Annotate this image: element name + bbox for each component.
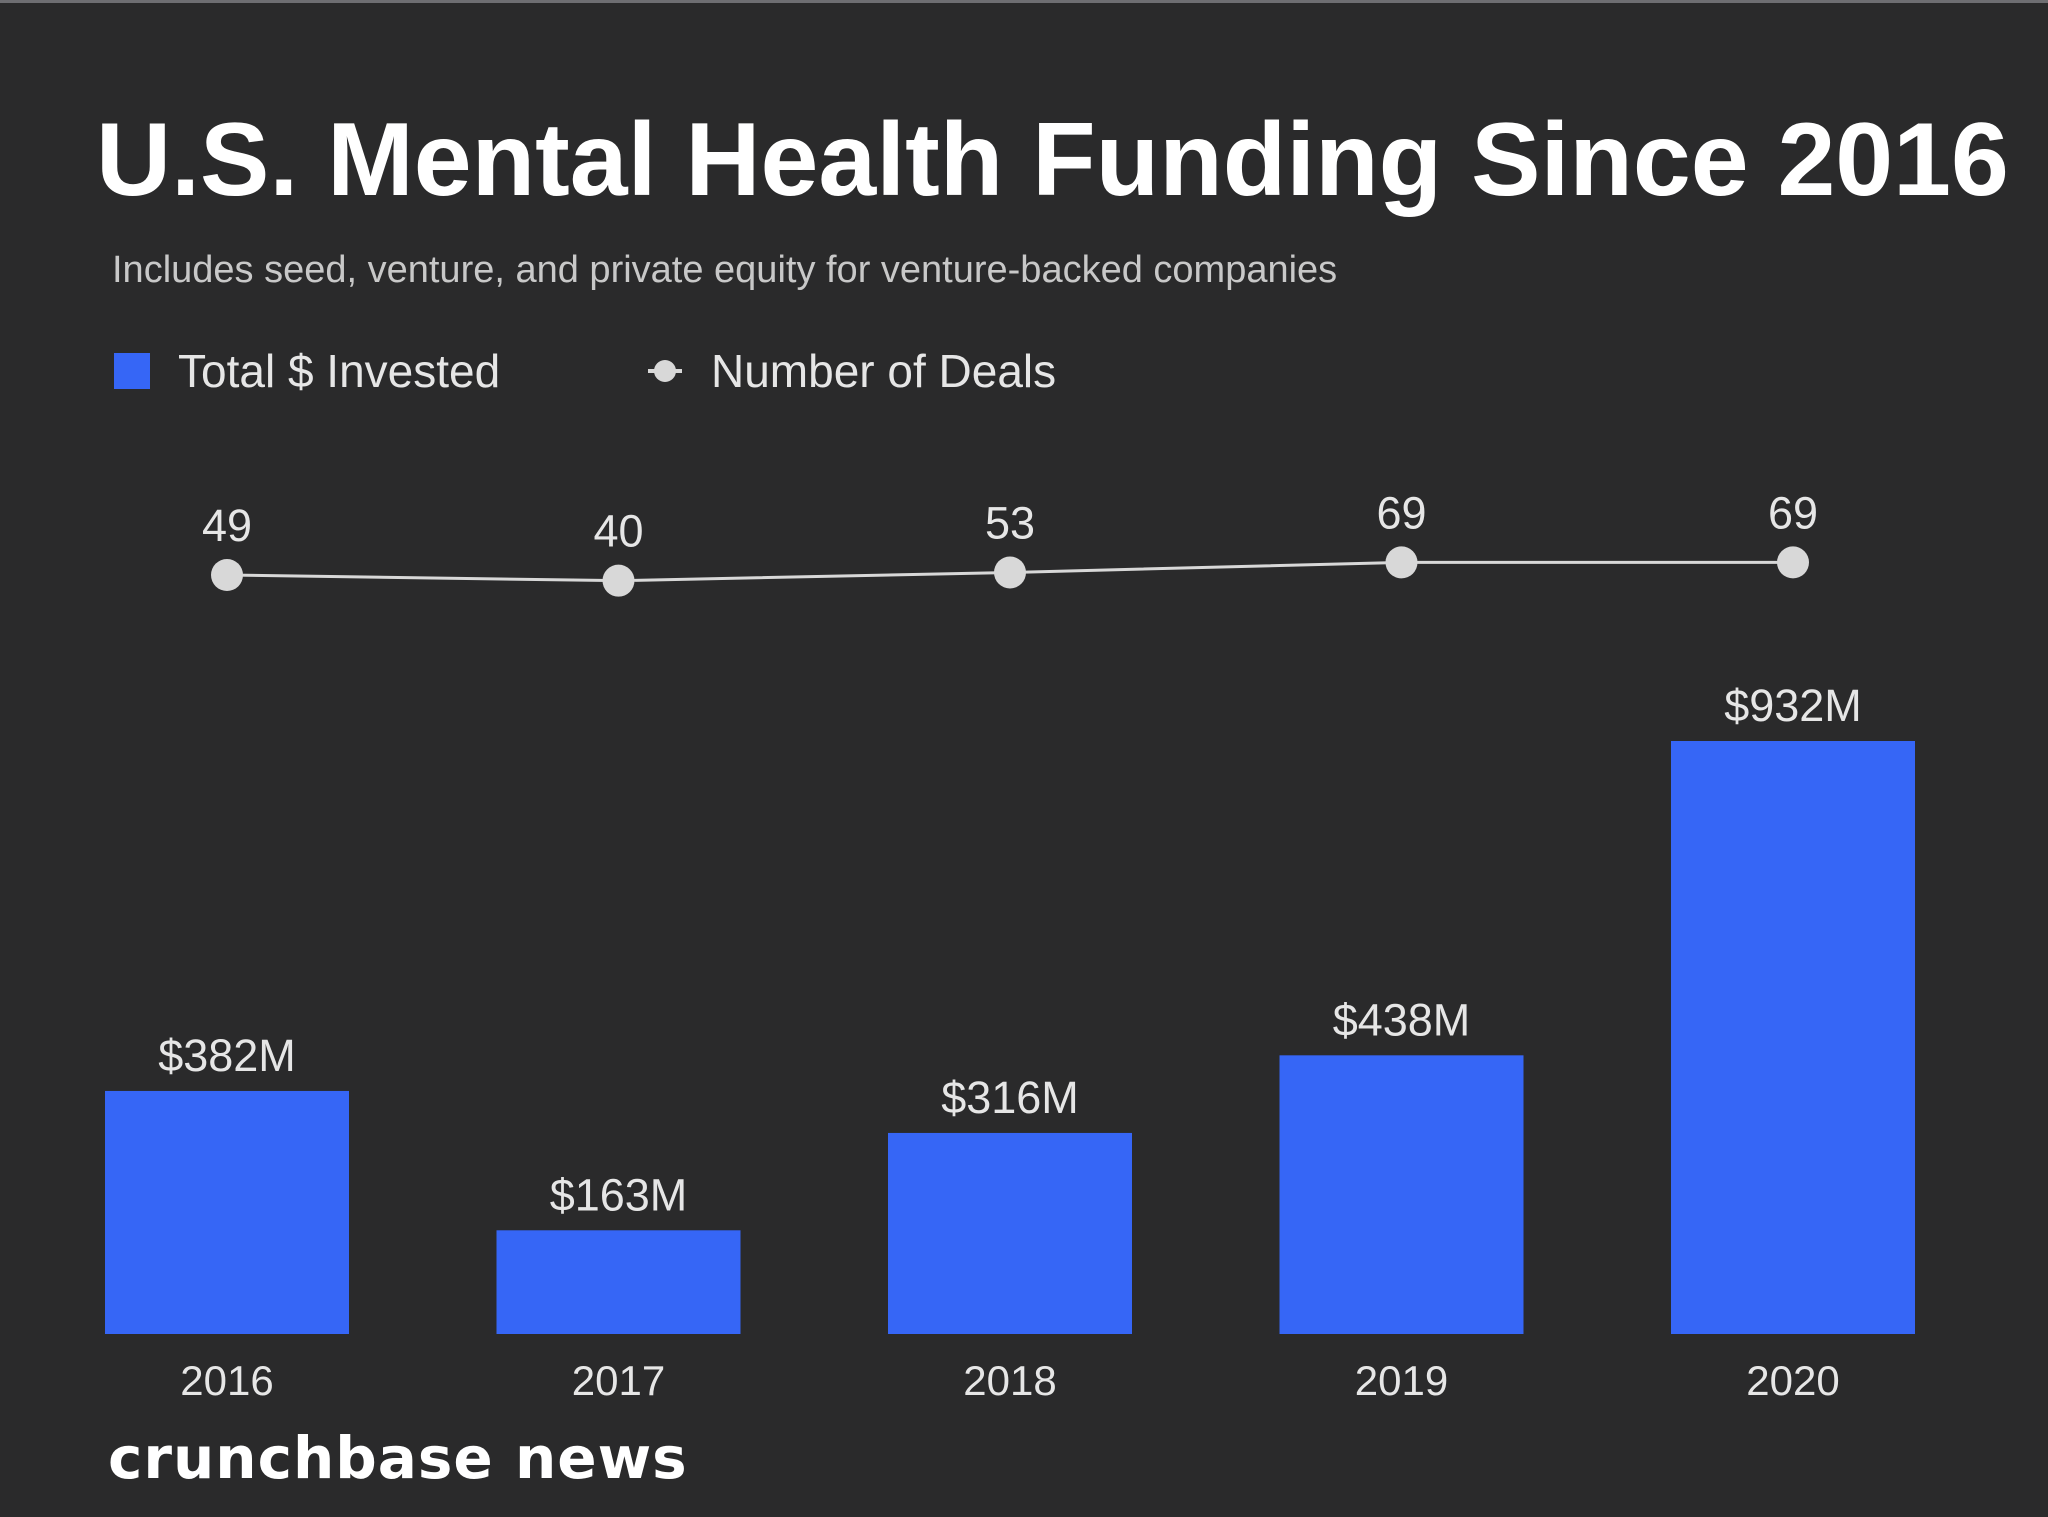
legend-label-deals: Number of Deals bbox=[711, 345, 1056, 397]
deals-point-2018 bbox=[994, 556, 1026, 589]
deals-line-layer: 49 40 53 69 69 bbox=[202, 487, 1818, 597]
bar-value-label-2020: $932M bbox=[1724, 680, 1862, 731]
chart-subtitle: Includes seed, venture, and private equi… bbox=[112, 249, 1337, 291]
x-axis: 2016 2017 2018 2019 2020 bbox=[180, 1357, 1839, 1404]
deals-point-2019 bbox=[1385, 546, 1418, 579]
deals-value-label-2020: 69 bbox=[1768, 487, 1818, 538]
bar-2017 bbox=[496, 1230, 741, 1334]
deals-point-2020 bbox=[1777, 546, 1809, 579]
x-tick-label-2016: 2016 bbox=[180, 1357, 273, 1404]
bar-value-label-2016: $382M bbox=[158, 1030, 296, 1081]
deals-value-label-2019: 69 bbox=[1376, 487, 1426, 538]
bar-value-label-2019: $438M bbox=[1333, 994, 1471, 1045]
brand-logo: crunchbase news bbox=[108, 1424, 688, 1492]
legend-swatch-bars bbox=[114, 353, 150, 389]
bar-value-label-2017: $163M bbox=[550, 1169, 688, 1220]
bar-2019 bbox=[1279, 1055, 1524, 1334]
legend-marker-deals bbox=[654, 360, 676, 382]
deals-point-2016 bbox=[211, 559, 243, 591]
x-tick-label-2017: 2017 bbox=[572, 1357, 665, 1404]
deals-value-label-2018: 53 bbox=[985, 497, 1035, 548]
bars-layer: $382M $163M $316M $438M $932M bbox=[105, 680, 1915, 1334]
x-tick-label-2019: 2019 bbox=[1355, 1357, 1448, 1404]
x-tick-label-2020: 2020 bbox=[1746, 1357, 1839, 1404]
deals-value-label-2017: 40 bbox=[593, 506, 643, 557]
bar-value-label-2018: $316M bbox=[941, 1072, 1079, 1123]
chart-svg: U.S. Mental Health Funding Since 2016 In… bbox=[96, 102, 2009, 1492]
x-tick-label-2018: 2018 bbox=[963, 1357, 1056, 1404]
bar-2018 bbox=[888, 1132, 1132, 1334]
chart-title: U.S. Mental Health Funding Since 2016 bbox=[96, 102, 2009, 218]
deals-point-2017 bbox=[602, 564, 635, 597]
bar-2016 bbox=[105, 1090, 349, 1334]
legend-label-bars: Total $ Invested bbox=[178, 345, 500, 397]
deals-value-label-2016: 49 bbox=[202, 500, 252, 551]
bar-2020 bbox=[1671, 741, 1915, 1334]
legend: Total $ Invested Number of Deals bbox=[114, 345, 1056, 397]
